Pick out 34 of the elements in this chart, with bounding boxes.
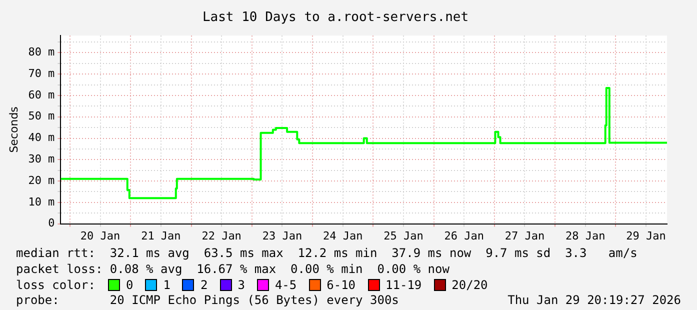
- text: 1: [163, 278, 170, 292]
- text: 3: [238, 278, 245, 292]
- y-tick-label: 20 m: [28, 174, 56, 187]
- text: 20/20: [452, 278, 488, 292]
- x-tick-label: 26 Jan: [444, 229, 484, 242]
- y-tick-label: 10 m: [28, 195, 56, 208]
- chart-title: Last 10 Days to a.root-servers.net: [202, 10, 469, 26]
- y-tick-label: 80 m: [28, 46, 56, 59]
- x-tick-label: 25 Jan: [384, 229, 424, 242]
- x-tick-label: 27 Jan: [504, 229, 545, 242]
- text: Thu Jan 29 20:19:27 2026: [508, 293, 681, 307]
- text: 6-10: [326, 278, 356, 292]
- y-tick-label: 60 m: [28, 88, 56, 102]
- x-tick-label: 23 Jan: [262, 229, 302, 242]
- y-tick-label: 30 m: [28, 152, 56, 166]
- text: 2: [200, 278, 208, 292]
- x-tick-label: 24 Jan: [322, 229, 363, 242]
- text: packet loss: 0.08 % avg 16.67 % max 0.00 % min 0.00 % now: [16, 262, 450, 276]
- text: 4-5: [274, 278, 297, 292]
- text: median rtt: 32.1 ms avg 63.5 ms max 12.2 ms min 37.9 ms now 9.7 ms sd 3.3 am/s: [16, 246, 638, 260]
- text: loss color:: [16, 278, 96, 292]
- y-tick-label: 40 m: [28, 131, 56, 144]
- y-tick-label: 0: [48, 216, 55, 230]
- text: 0: [126, 278, 134, 292]
- text: 11-19: [386, 278, 422, 292]
- x-tick-label: 22 Jan: [202, 229, 242, 242]
- y-tick-label: 70 m: [28, 66, 56, 80]
- x-tick-label: 21 Jan: [141, 229, 181, 242]
- y-axis-title: Seconds: [7, 106, 20, 153]
- text: probe: 20 ICMP Echo Pings (56 Bytes) every 300s: [16, 293, 399, 307]
- x-tick-label: 28 Jan: [565, 229, 606, 242]
- x-tick-label: 29 Jan: [626, 229, 666, 242]
- y-tick-label: 50 m: [28, 110, 56, 123]
- x-tick-label: 20 Jan: [80, 229, 120, 242]
